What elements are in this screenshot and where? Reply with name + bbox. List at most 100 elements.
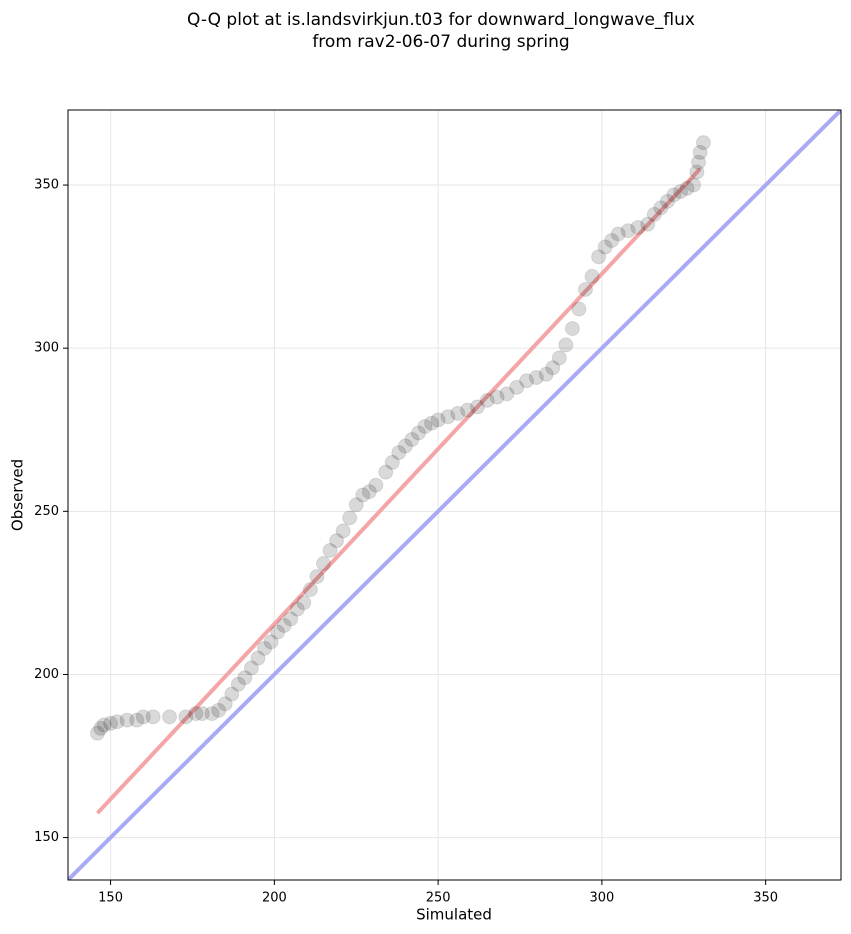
point xyxy=(302,582,318,598)
point xyxy=(630,219,646,235)
point xyxy=(691,154,707,170)
point xyxy=(135,709,151,725)
grid xyxy=(68,110,841,880)
point xyxy=(178,709,194,725)
point xyxy=(538,366,554,382)
point xyxy=(450,405,466,421)
point xyxy=(329,533,345,549)
x-tick-label: 150 xyxy=(98,891,123,906)
point xyxy=(430,412,446,428)
point xyxy=(417,418,433,434)
axes-frame xyxy=(67,109,842,881)
point xyxy=(289,601,305,617)
y-tick-label: 200 xyxy=(34,667,59,682)
point xyxy=(686,177,702,193)
point xyxy=(119,712,135,728)
point xyxy=(391,445,407,461)
point xyxy=(368,477,384,493)
point xyxy=(571,301,587,317)
point xyxy=(230,676,246,692)
point xyxy=(211,702,227,718)
point xyxy=(673,184,689,200)
point xyxy=(528,370,544,386)
point xyxy=(440,409,456,425)
point xyxy=(109,714,125,730)
point xyxy=(499,386,515,402)
point xyxy=(204,706,220,722)
x-tick-label: 300 xyxy=(589,891,614,906)
point xyxy=(666,187,682,203)
point xyxy=(578,281,594,297)
point xyxy=(89,725,105,741)
y-axis-label: Observed xyxy=(9,459,27,531)
point xyxy=(263,634,279,650)
point xyxy=(283,611,299,627)
point xyxy=(93,720,109,736)
point xyxy=(384,454,400,470)
y-tick-label: 250 xyxy=(34,504,59,519)
point xyxy=(692,144,708,160)
point xyxy=(659,193,675,209)
point xyxy=(348,497,364,513)
point xyxy=(689,164,705,180)
point xyxy=(250,650,266,666)
plot-area xyxy=(68,110,841,880)
point xyxy=(489,389,505,405)
point xyxy=(322,542,338,558)
reference-line xyxy=(96,167,702,815)
point xyxy=(217,696,233,712)
point xyxy=(188,706,204,722)
point xyxy=(96,717,112,733)
point xyxy=(604,233,620,249)
point xyxy=(243,660,259,676)
point xyxy=(597,239,613,255)
point xyxy=(361,484,377,500)
point xyxy=(257,640,273,656)
point xyxy=(640,216,656,232)
point xyxy=(564,321,580,337)
x-tick-label: 250 xyxy=(426,891,451,906)
point xyxy=(610,226,626,242)
point xyxy=(194,706,210,722)
x-tick-label: 350 xyxy=(753,891,778,906)
y-tick-label: 150 xyxy=(34,830,59,845)
point xyxy=(397,438,413,454)
x-axis-label: Simulated xyxy=(416,906,492,924)
point xyxy=(342,510,358,526)
point xyxy=(378,464,394,480)
point xyxy=(653,200,669,216)
point xyxy=(237,670,253,686)
point xyxy=(335,523,351,539)
point xyxy=(591,249,607,265)
point xyxy=(679,180,695,196)
point xyxy=(315,556,331,572)
point xyxy=(162,709,178,725)
point xyxy=(460,402,476,418)
point xyxy=(620,223,636,239)
point xyxy=(404,432,420,448)
y-tick-label: 350 xyxy=(34,178,59,193)
point xyxy=(296,595,312,611)
point xyxy=(584,268,600,284)
reference-line xyxy=(68,110,841,880)
point xyxy=(103,715,119,731)
point xyxy=(355,487,371,503)
x-tick-label: 200 xyxy=(262,891,287,906)
point xyxy=(545,360,561,376)
point xyxy=(469,399,485,415)
y-tick-label: 300 xyxy=(34,341,59,356)
point xyxy=(519,373,535,389)
point xyxy=(646,206,662,222)
point xyxy=(551,350,567,366)
point xyxy=(276,618,292,634)
chart-title: Q-Q plot at is.landsvirkjun.t03 for down… xyxy=(187,10,695,30)
point xyxy=(424,415,440,431)
point xyxy=(479,392,495,408)
point xyxy=(695,135,711,151)
point xyxy=(224,686,240,702)
point xyxy=(145,709,161,725)
chart-title: from rav2-06-07 during spring xyxy=(312,32,569,52)
point xyxy=(558,337,574,353)
point xyxy=(129,712,145,728)
